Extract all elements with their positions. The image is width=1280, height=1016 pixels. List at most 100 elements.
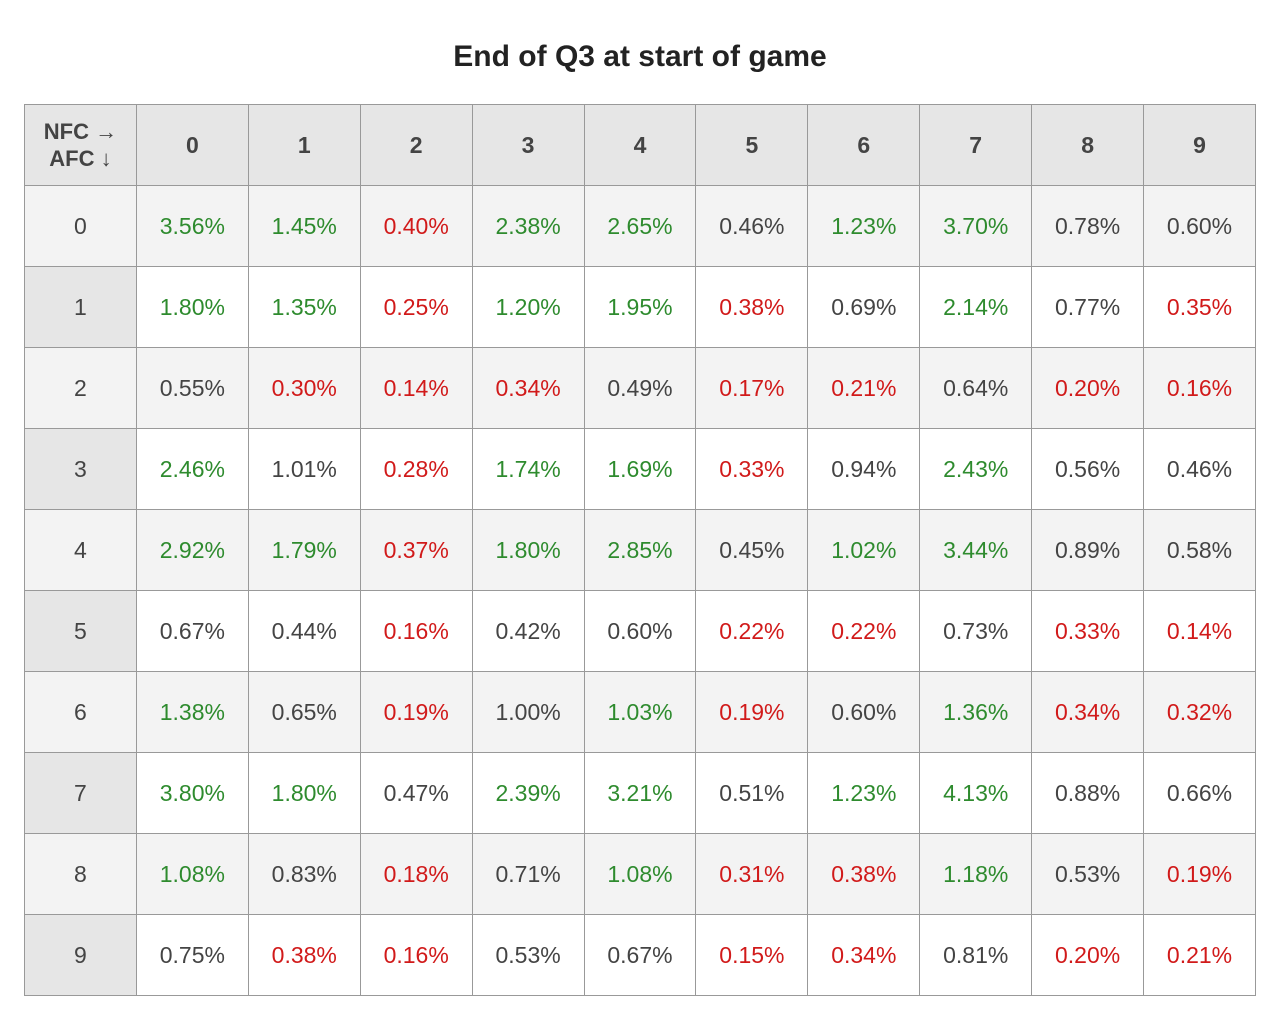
table-row: 73.80%1.80%0.47%2.39%3.21%0.51%1.23%4.13… [25, 753, 1256, 834]
cell: 0.38% [248, 915, 360, 996]
table-head: NFC → AFC ↓ 0123456789 [25, 105, 1256, 186]
cell: 0.33% [696, 429, 808, 510]
cell: 0.42% [472, 591, 584, 672]
table-row: 81.08%0.83%0.18%0.71%1.08%0.31%0.38%1.18… [25, 834, 1256, 915]
cell: 1.02% [808, 510, 920, 591]
cell: 0.69% [808, 267, 920, 348]
cell: 1.00% [472, 672, 584, 753]
cell: 0.34% [1032, 672, 1144, 753]
cell: 4.13% [920, 753, 1032, 834]
cell: 0.78% [1032, 186, 1144, 267]
table-row: 50.67%0.44%0.16%0.42%0.60%0.22%0.22%0.73… [25, 591, 1256, 672]
cell: 0.14% [360, 348, 472, 429]
cell: 0.77% [1032, 267, 1144, 348]
cell: 1.08% [584, 834, 696, 915]
cell: 0.51% [696, 753, 808, 834]
cell: 0.53% [1032, 834, 1144, 915]
row-header: 7 [25, 753, 137, 834]
cell: 0.15% [696, 915, 808, 996]
cell: 2.65% [584, 186, 696, 267]
cell: 0.34% [808, 915, 920, 996]
cell: 0.60% [1144, 186, 1256, 267]
row-header: 8 [25, 834, 137, 915]
cell: 0.71% [472, 834, 584, 915]
cell: 0.38% [696, 267, 808, 348]
cell: 1.20% [472, 267, 584, 348]
table-row: 32.46%1.01%0.28%1.74%1.69%0.33%0.94%2.43… [25, 429, 1256, 510]
cell: 1.80% [136, 267, 248, 348]
cell: 2.39% [472, 753, 584, 834]
cell: 0.89% [1032, 510, 1144, 591]
corner-line-1: NFC → [44, 119, 117, 144]
cell: 1.95% [584, 267, 696, 348]
cell: 0.83% [248, 834, 360, 915]
cell: 0.17% [696, 348, 808, 429]
row-header: 2 [25, 348, 137, 429]
cell: 1.23% [808, 753, 920, 834]
cell: 0.75% [136, 915, 248, 996]
cell: 1.69% [584, 429, 696, 510]
col-header: 2 [360, 105, 472, 186]
cell: 0.47% [360, 753, 472, 834]
cell: 3.44% [920, 510, 1032, 591]
cell: 1.35% [248, 267, 360, 348]
cell: 0.22% [696, 591, 808, 672]
cell: 3.21% [584, 753, 696, 834]
row-header: 5 [25, 591, 137, 672]
cell: 0.34% [472, 348, 584, 429]
cell: 0.81% [920, 915, 1032, 996]
row-header: 6 [25, 672, 137, 753]
col-header: 9 [1144, 105, 1256, 186]
cell: 2.43% [920, 429, 1032, 510]
corner-header: NFC → AFC ↓ [25, 105, 137, 186]
cell: 0.21% [1144, 915, 1256, 996]
col-header: 7 [920, 105, 1032, 186]
cell: 1.38% [136, 672, 248, 753]
cell: 0.65% [248, 672, 360, 753]
cell: 0.18% [360, 834, 472, 915]
cell: 2.38% [472, 186, 584, 267]
cell: 0.44% [248, 591, 360, 672]
cell: 0.22% [808, 591, 920, 672]
cell: 0.49% [584, 348, 696, 429]
cell: 1.23% [808, 186, 920, 267]
table-row: 11.80%1.35%0.25%1.20%1.95%0.38%0.69%2.14… [25, 267, 1256, 348]
page-title: End of Q3 at start of game [24, 40, 1256, 74]
cell: 0.21% [808, 348, 920, 429]
table-row: 03.56%1.45%0.40%2.38%2.65%0.46%1.23%3.70… [25, 186, 1256, 267]
cell: 3.56% [136, 186, 248, 267]
table-row: 90.75%0.38%0.16%0.53%0.67%0.15%0.34%0.81… [25, 915, 1256, 996]
cell: 0.66% [1144, 753, 1256, 834]
cell: 0.46% [1144, 429, 1256, 510]
cell: 0.53% [472, 915, 584, 996]
cell: 0.19% [360, 672, 472, 753]
cell: 0.56% [1032, 429, 1144, 510]
cell: 1.08% [136, 834, 248, 915]
table-header-row: NFC → AFC ↓ 0123456789 [25, 105, 1256, 186]
cell: 0.64% [920, 348, 1032, 429]
cell: 1.36% [920, 672, 1032, 753]
cell: 0.58% [1144, 510, 1256, 591]
cell: 1.80% [248, 753, 360, 834]
cell: 2.14% [920, 267, 1032, 348]
col-header: 8 [1032, 105, 1144, 186]
cell: 0.31% [696, 834, 808, 915]
table-row: 61.38%0.65%0.19%1.00%1.03%0.19%0.60%1.36… [25, 672, 1256, 753]
cell: 3.80% [136, 753, 248, 834]
row-header: 1 [25, 267, 137, 348]
col-header: 4 [584, 105, 696, 186]
cell: 1.45% [248, 186, 360, 267]
col-header: 1 [248, 105, 360, 186]
cell: 0.16% [360, 591, 472, 672]
cell: 0.30% [248, 348, 360, 429]
col-header: 5 [696, 105, 808, 186]
cell: 0.16% [360, 915, 472, 996]
table-row: 20.55%0.30%0.14%0.34%0.49%0.17%0.21%0.64… [25, 348, 1256, 429]
cell: 0.60% [808, 672, 920, 753]
cell: 0.38% [808, 834, 920, 915]
cell: 2.92% [136, 510, 248, 591]
cell: 0.40% [360, 186, 472, 267]
table-body: 03.56%1.45%0.40%2.38%2.65%0.46%1.23%3.70… [25, 186, 1256, 996]
cell: 0.88% [1032, 753, 1144, 834]
row-header: 3 [25, 429, 137, 510]
